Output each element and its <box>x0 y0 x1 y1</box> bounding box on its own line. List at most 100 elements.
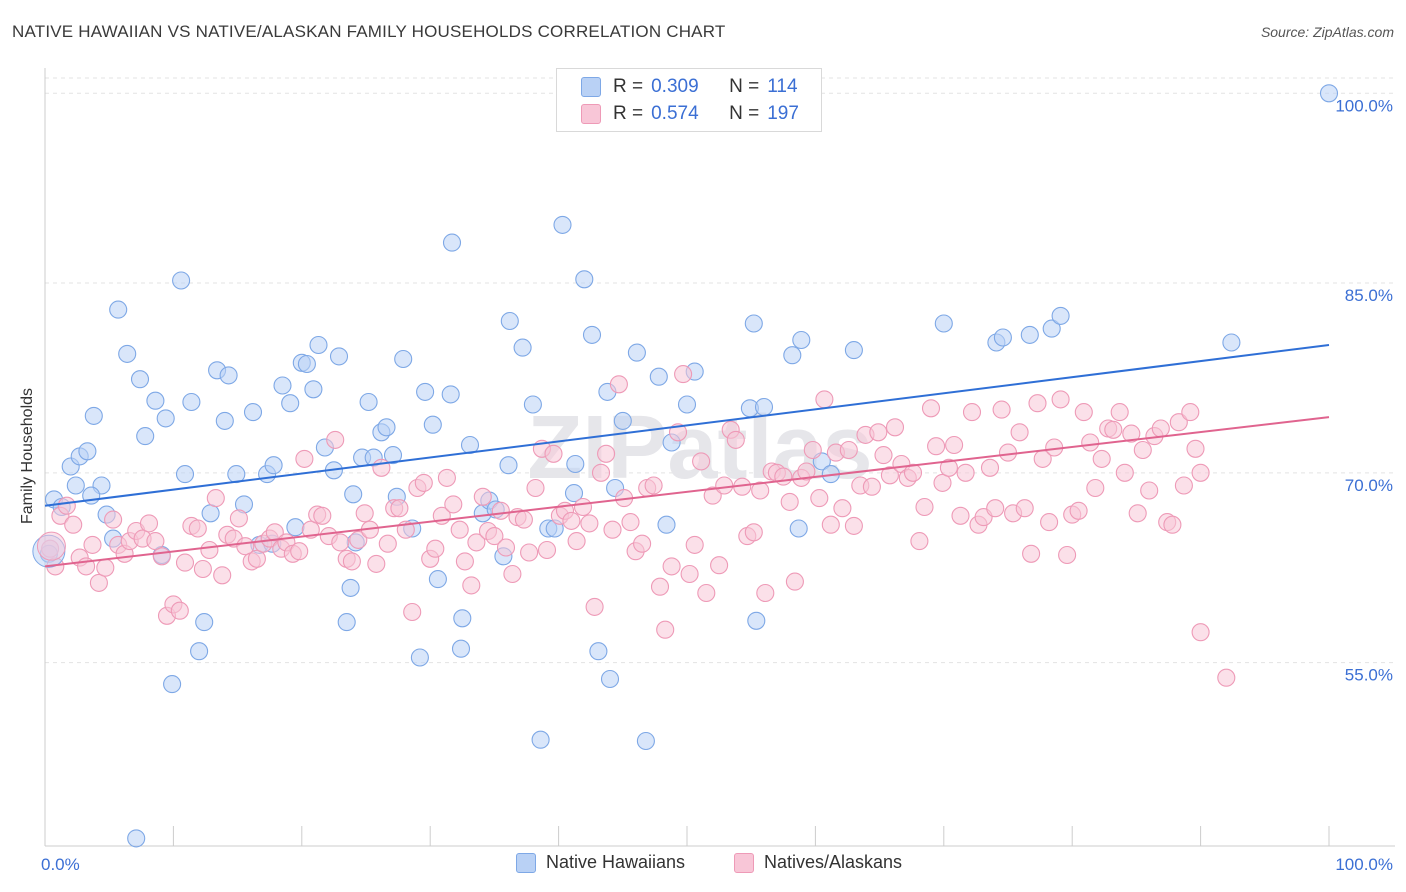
data-point <box>200 540 219 560</box>
data-point <box>597 444 616 463</box>
data-point <box>206 489 225 508</box>
data-point <box>609 375 628 394</box>
data-point <box>874 446 893 465</box>
data-point <box>1110 403 1129 422</box>
data-point <box>523 395 542 414</box>
data-point <box>109 300 128 319</box>
data-point <box>1022 544 1041 563</box>
data-point <box>580 514 599 533</box>
data-point <box>677 395 697 414</box>
n-label: N = <box>729 76 760 97</box>
data-point <box>1051 390 1070 409</box>
data-point <box>649 367 668 386</box>
data-point <box>862 477 881 496</box>
data-point <box>703 486 722 505</box>
data-point <box>118 344 137 363</box>
data-point <box>514 510 533 529</box>
data-point <box>627 343 646 362</box>
x-tick-label: 0.0% <box>41 855 80 874</box>
x-tick-labels: 0.0% 100.0% <box>41 855 1393 874</box>
data-point <box>146 391 165 410</box>
data-point <box>998 443 1018 462</box>
data-point <box>933 473 952 492</box>
n-label: N = <box>729 103 760 124</box>
data-point <box>496 538 516 557</box>
data-point <box>650 577 670 596</box>
data-point <box>450 520 469 539</box>
data-point <box>1151 419 1170 438</box>
data-point <box>674 365 693 384</box>
data-point <box>247 549 266 568</box>
data-point <box>1319 84 1339 103</box>
data-point <box>423 415 442 434</box>
data-point <box>1015 499 1034 518</box>
data-point <box>910 532 929 551</box>
data-point <box>1133 440 1152 460</box>
data-point <box>264 456 283 475</box>
data-point <box>621 513 640 532</box>
stats-legend: R = 0.309 N = 114 R = 0.574 N = 197 <box>556 68 822 132</box>
data-point <box>286 518 305 537</box>
data-point <box>780 492 799 511</box>
alaskans-legend-swatch <box>734 852 754 873</box>
data-point <box>582 325 602 344</box>
data-point <box>591 463 611 482</box>
data-point <box>1104 420 1123 439</box>
legend-row-hawaiians: R = 0.309 N = 114 <box>581 75 798 99</box>
y-tick-label: 100.0% <box>1335 96 1393 115</box>
data-point <box>455 552 474 571</box>
series-1-points <box>41 365 1236 687</box>
data-point <box>939 458 958 477</box>
data-point <box>265 523 284 542</box>
data-point <box>1074 403 1093 422</box>
data-point <box>815 390 834 409</box>
data-point <box>273 376 292 395</box>
data-point <box>656 620 675 639</box>
n-value-hawaiians: 114 <box>767 76 798 97</box>
data-point <box>243 403 263 422</box>
data-point <box>378 534 397 553</box>
data-point <box>744 523 763 542</box>
data-point <box>921 399 941 418</box>
gridlines <box>45 77 1395 664</box>
axes <box>44 68 1395 847</box>
series-legend-alaskans: Natives/Alaskans <box>734 852 902 873</box>
data-point <box>297 354 316 374</box>
data-point <box>633 534 652 553</box>
data-point <box>668 423 688 442</box>
data-point <box>462 576 481 595</box>
data-point <box>290 542 309 561</box>
data-point <box>281 394 300 413</box>
data-point <box>520 543 539 562</box>
hawaiians-swatch <box>581 77 601 97</box>
data-point <box>1051 306 1070 325</box>
data-point <box>927 437 946 456</box>
data-point <box>726 430 745 449</box>
data-point <box>956 463 975 482</box>
data-point <box>441 385 460 404</box>
data-point <box>313 506 332 525</box>
data-point <box>1010 423 1029 442</box>
data-point <box>589 642 608 661</box>
data-point <box>96 558 115 577</box>
data-point <box>416 382 435 401</box>
data-point <box>193 559 212 579</box>
data-point <box>934 314 953 333</box>
data-point <box>139 514 159 533</box>
data-point <box>962 403 982 422</box>
data-point <box>1163 515 1182 534</box>
data-point <box>175 465 195 484</box>
data-point <box>437 468 456 487</box>
data-point <box>410 648 429 667</box>
data-point <box>1020 325 1039 344</box>
alaskans-swatch <box>581 104 601 124</box>
data-point <box>754 397 774 417</box>
data-point <box>1069 501 1088 520</box>
data-point <box>377 418 396 437</box>
data-point <box>613 411 632 430</box>
data-point <box>869 423 888 442</box>
data-point <box>567 532 586 551</box>
data-point <box>1115 463 1134 482</box>
hawaiians-legend-swatch <box>516 852 536 873</box>
chart-title: NATIVE HAWAIIAN VS NATIVE/ALASKAN FAMILY… <box>12 22 726 41</box>
